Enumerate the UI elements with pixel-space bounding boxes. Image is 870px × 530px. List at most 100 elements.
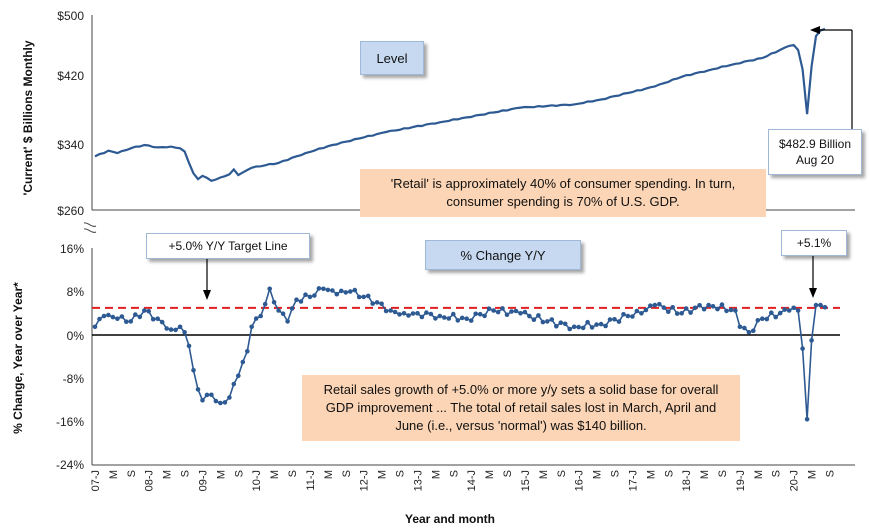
- x-tick-label: 12-J: [359, 470, 371, 491]
- change-point: [710, 304, 716, 309]
- x-tick-label: 13-J: [413, 470, 425, 491]
- change-point: [307, 294, 313, 300]
- change-point: [549, 317, 555, 322]
- x-tick-label: M: [215, 470, 227, 479]
- change-point: [612, 317, 617, 322]
- x-tick-label: S: [663, 470, 675, 477]
- change-point: [388, 308, 393, 313]
- change-point: [370, 301, 376, 306]
- change-point: [159, 319, 165, 325]
- change-point: [661, 305, 667, 310]
- change-point: [769, 310, 774, 316]
- change-point: [280, 311, 286, 317]
- change-point: [92, 324, 98, 330]
- change-point: [379, 301, 384, 307]
- change-point: [697, 303, 702, 308]
- change-point: [692, 305, 698, 311]
- x-tick-label: M: [807, 470, 819, 479]
- axis-break-2: [83, 228, 97, 233]
- x-tick-label: S: [233, 470, 245, 477]
- change-point: [715, 306, 720, 312]
- change-point: [155, 316, 160, 322]
- change-point: [531, 317, 537, 323]
- change-point: [813, 302, 819, 308]
- change-point: [433, 316, 438, 321]
- change-point: [195, 387, 201, 392]
- change-point: [182, 330, 187, 335]
- change-point: [262, 301, 268, 307]
- change-point: [101, 313, 107, 319]
- x-tick-label: S: [610, 470, 622, 477]
- change-point: [558, 320, 564, 326]
- level-ytick-420: $420: [57, 69, 84, 83]
- change-point: [339, 288, 344, 294]
- change-point: [424, 310, 429, 315]
- x-tick-label: S: [717, 470, 729, 477]
- change-point: [657, 301, 662, 307]
- change-point: [451, 311, 456, 317]
- x-tick-label: S: [180, 470, 192, 477]
- change-point: [643, 307, 649, 313]
- change-point: [186, 343, 192, 349]
- change-point: [504, 312, 510, 318]
- change-point: [688, 310, 693, 315]
- change-point: [168, 327, 174, 332]
- change-point: [245, 349, 250, 354]
- change-point: [240, 359, 246, 365]
- change-point: [428, 311, 434, 317]
- change-point: [209, 392, 214, 398]
- change-label-box: % Change Y/Y: [425, 240, 581, 270]
- latest-value-date: Aug 20: [795, 153, 835, 167]
- change-point: [545, 319, 550, 324]
- change-point: [312, 293, 317, 298]
- change-point: [133, 312, 138, 317]
- latest-value-amount: $482.9 Billion: [778, 137, 852, 151]
- level-series-line: [94, 27, 826, 182]
- change-point: [755, 318, 761, 323]
- change-point: [634, 308, 640, 314]
- level-ytick-500: $500: [57, 9, 84, 23]
- x-tick-label: M: [484, 470, 496, 479]
- change-point: [701, 306, 707, 312]
- latest-value-arrow: [810, 26, 853, 132]
- change-point: [397, 312, 402, 317]
- change-point: [227, 395, 232, 400]
- change-point: [173, 327, 178, 333]
- x-tick-label: 18-J: [681, 470, 693, 491]
- change-point: [106, 312, 111, 318]
- target-arrow: [203, 258, 211, 300]
- x-tick-label: S: [771, 470, 783, 477]
- change-point: [666, 309, 671, 315]
- x-tick-label: 15-J: [520, 470, 532, 491]
- x-tick-label: S: [556, 470, 568, 477]
- change-point: [733, 308, 738, 313]
- x-tick-label: 10-J: [251, 470, 263, 491]
- change-point: [218, 400, 223, 406]
- change-point: [818, 302, 823, 308]
- growth-note: Retail sales growth of +5.0% or more y/y…: [302, 375, 740, 441]
- x-tick-label: M: [108, 470, 120, 479]
- change-point: [751, 328, 756, 334]
- change-point: [361, 294, 367, 300]
- change-ytick-m8: -8%: [63, 372, 85, 386]
- change-point: [536, 313, 541, 318]
- change-point: [330, 288, 335, 293]
- change-point: [294, 297, 299, 303]
- change-point: [289, 306, 295, 311]
- change-point: [356, 294, 362, 300]
- change-point: [392, 309, 398, 315]
- change-point: [383, 308, 389, 314]
- change-point: [321, 286, 326, 292]
- change-point: [598, 321, 604, 327]
- change-point: [495, 309, 501, 315]
- change-point: [782, 307, 787, 312]
- change-point: [562, 321, 568, 327]
- change-point: [795, 308, 801, 313]
- level-label-box: Level: [360, 41, 424, 75]
- change-point: [365, 293, 371, 299]
- axis-break: [83, 222, 97, 227]
- x-tick-label: 19-J: [735, 470, 747, 491]
- change-point: [115, 316, 120, 322]
- change-point: [271, 299, 277, 305]
